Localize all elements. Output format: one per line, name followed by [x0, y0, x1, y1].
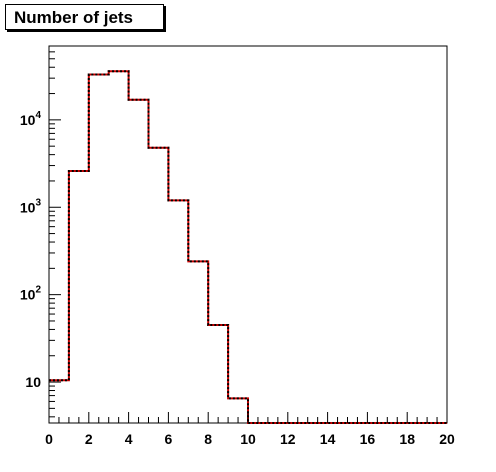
- x-tick-label: 10: [240, 431, 256, 447]
- x-tick-label: 20: [439, 431, 455, 447]
- y-axis-ticks: 10 102 103 104: [20, 45, 61, 418]
- y-tick-label: 102: [20, 285, 42, 303]
- x-tick-label: 6: [165, 431, 173, 447]
- y-tick-label: 10: [25, 374, 41, 390]
- chart-title-box: Number of jets: [5, 4, 164, 30]
- x-tick-label: 4: [125, 431, 133, 447]
- x-tick-label: 2: [85, 431, 93, 447]
- chart-title: Number of jets: [14, 8, 134, 27]
- plot-frame: [48, 45, 448, 424]
- x-axis-ticks: 0 2 4 6 8 10 12 14 16 18 20: [45, 412, 455, 447]
- x-tick-label: 12: [280, 431, 296, 447]
- axes-frame: [48, 45, 448, 424]
- series-line-1: [49, 70, 447, 424]
- x-tick-label: 8: [204, 431, 212, 447]
- series-line-0: [49, 70, 447, 424]
- series-layer: [49, 70, 447, 424]
- x-tick-label: 14: [320, 431, 336, 447]
- x-tick-label: 18: [399, 431, 415, 447]
- y-tick-label: 104: [20, 110, 42, 128]
- x-tick-label: 0: [45, 431, 53, 447]
- y-tick-label: 103: [20, 197, 42, 215]
- x-tick-label: 16: [360, 431, 376, 447]
